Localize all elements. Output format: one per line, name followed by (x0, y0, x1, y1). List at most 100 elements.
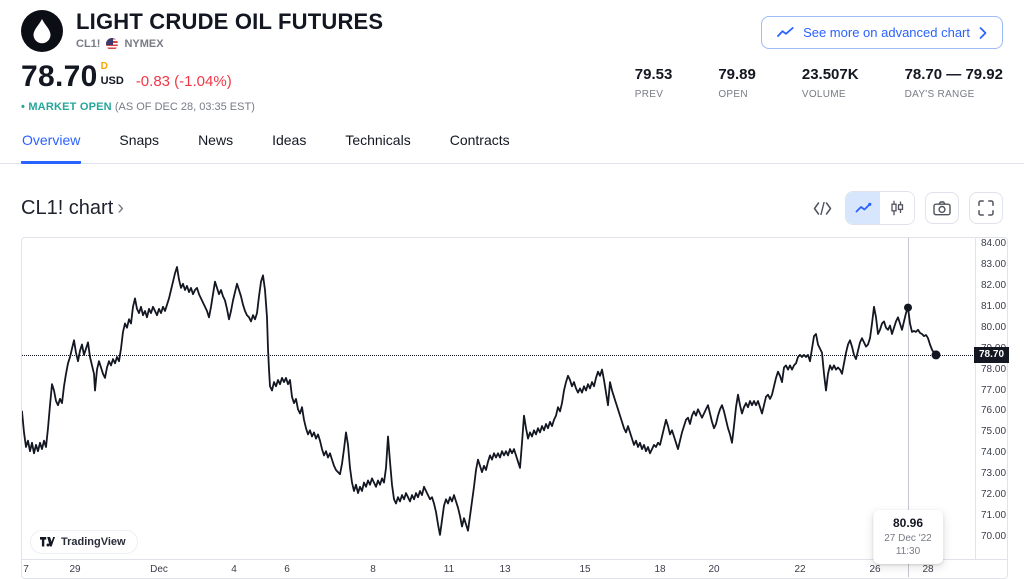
last-price: 78.70 (21, 60, 98, 93)
key-stats: 79.53 PREV 79.89 OPEN 23.507K VOLUME 78.… (635, 66, 1003, 113)
advanced-chart-label: See more on advanced chart (803, 25, 970, 40)
currency-label: USD (100, 75, 124, 87)
price-meta: D USD (101, 62, 124, 87)
y-axis-label: 73.00 (981, 468, 1007, 480)
x-axis-label: 15 (579, 564, 591, 575)
chevron-right-icon (979, 26, 987, 39)
stat-label: VOLUME (801, 89, 846, 100)
resolution-badge: D (100, 61, 108, 72)
x-axis-label: 22 (794, 564, 806, 575)
chart-style-toggle (845, 191, 915, 225)
tab-news[interactable]: News (198, 132, 234, 148)
y-axis-label: 84.00 (981, 238, 1007, 249)
tab-ideas[interactable]: Ideas (272, 132, 307, 148)
symbol-title-block: LIGHT CRUDE OIL FUTURES CL1! NYMEX (76, 9, 384, 51)
stat-open: 79.89 OPEN (718, 66, 756, 113)
snapshot-button[interactable] (925, 192, 959, 224)
stat-label: OPEN (718, 89, 748, 100)
tradingview-logo-icon (40, 537, 55, 547)
x-axis-label: 18 (654, 564, 666, 575)
x-axis-label: 13 (499, 564, 511, 575)
price-change: -0.83 (-1.04%) (135, 73, 232, 90)
symbol-code: CL1! (76, 38, 101, 51)
price-line: 78.70 D USD -0.83 (-1.04%) (21, 62, 255, 92)
tooltip-price: 80.96 (892, 516, 924, 530)
x-axis-label: 28 (922, 564, 934, 575)
tab-bar: Overview Snaps News Ideas Technicals Con… (0, 127, 1024, 164)
chart-title: CL1! chart (21, 196, 114, 219)
fullscreen-icon (978, 200, 994, 216)
tab-overview[interactable]: Overview (21, 127, 82, 164)
fullscreen-button[interactable] (969, 192, 1003, 224)
tab-contracts[interactable]: Contracts (449, 132, 510, 148)
stat-prev: 79.53 PREV (635, 66, 673, 113)
candlestick-icon (891, 200, 904, 216)
x-axis-label: 7 (23, 564, 29, 575)
y-axis-label: 76.00 (981, 405, 1007, 417)
stat-value: 79.53 (634, 66, 673, 83)
stat-label: DAY'S RANGE (904, 89, 975, 100)
y-axis-label: 74.00 (981, 447, 1007, 459)
y-axis-label: 81.00 (981, 300, 1007, 312)
line-chart-icon (777, 27, 794, 37)
chart-title-link[interactable]: CL1! chart › (21, 197, 124, 220)
tradingview-watermark[interactable]: TradingView (30, 530, 138, 554)
symbol-subtitle: CL1! NYMEX (76, 38, 383, 51)
x-axis-label: 20 (708, 564, 720, 575)
last-price-axis-badge: 78.70 (974, 346, 1009, 363)
tooltip-date: 27 Dec '22 (884, 533, 932, 544)
stat-volume: 23.507K VOLUME (802, 66, 859, 113)
stat-value: 79.89 (718, 66, 756, 83)
y-axis-label: 78.00 (981, 363, 1007, 375)
chart-heading-row: CL1! chart › (21, 191, 1003, 225)
embed-code-icon[interactable] (813, 201, 832, 215)
candles-style-button[interactable] (880, 192, 914, 224)
market-status-text: MARKET OPEN (28, 101, 112, 113)
price-axis[interactable]: 84.0083.0082.0081.0080.0079.0078.0077.00… (975, 238, 1007, 559)
advanced-chart-button[interactable]: See more on advanced chart (761, 16, 1003, 49)
tooltip-time: 11:30 (895, 546, 921, 557)
time-axis[interactable]: 7 29 Dec 4 6 8 11 13 15 18 20 22 26 28 (22, 559, 1007, 578)
y-axis-label: 72.00 (981, 489, 1007, 501)
x-axis-label: 6 (284, 564, 290, 575)
us-flag-icon (106, 38, 119, 51)
chevron-right-icon: › (117, 196, 124, 219)
line-style-button[interactable] (846, 192, 880, 224)
price-chart[interactable]: 84.0083.0082.0081.0080.0079.0078.0077.00… (21, 237, 1009, 579)
symbol-header: LIGHT CRUDE OIL FUTURES CL1! NYMEX See m… (21, 9, 1003, 52)
market-status-dot: • (21, 101, 29, 113)
y-axis-label: 80.00 (981, 321, 1007, 333)
y-axis-label: 83.00 (981, 258, 1007, 270)
stat-value: 23.507K (801, 66, 859, 83)
as-of-text: (AS OF DEC 28, 03:35 EST) (114, 101, 255, 113)
quote-row: 78.70 D USD -0.83 (-1.04%) • MARKET OPEN… (21, 62, 1003, 114)
y-axis-label: 71.00 (981, 510, 1007, 522)
price-line-plot (22, 266, 941, 536)
y-axis-label: 77.00 (981, 384, 1007, 396)
exchange-name: NYMEX (124, 38, 164, 51)
crosshair-tooltip: 80.96 27 Dec '22 11:30 (873, 510, 943, 564)
last-price-dotted-line (22, 354, 975, 356)
camera-icon (933, 200, 951, 215)
tab-technicals[interactable]: Technicals (345, 132, 411, 148)
chart-toolbar (813, 191, 1003, 225)
stat-value: 78.70 — 79.92 (904, 66, 1003, 83)
y-axis-label: 82.00 (981, 279, 1007, 291)
crosshair-point-marker (904, 303, 912, 312)
x-axis-label: 26 (869, 564, 881, 575)
stat-label: PREV (634, 89, 664, 100)
x-axis-label: Dec (150, 564, 168, 575)
oil-drop-icon (21, 10, 63, 52)
page-title: LIGHT CRUDE OIL FUTURES (76, 9, 384, 34)
stat-days-range: 78.70 — 79.92 DAY'S RANGE (905, 66, 1003, 113)
watermark-label: TradingView (61, 536, 126, 548)
last-price-marker (931, 350, 941, 360)
y-axis-label: 70.00 (981, 531, 1007, 542)
tab-snaps[interactable]: Snaps (119, 132, 160, 148)
x-axis-label: 4 (231, 564, 237, 575)
price-line-series (22, 266, 937, 536)
x-axis-label: 29 (69, 564, 81, 575)
x-axis-label: 11 (443, 564, 455, 575)
y-axis-label: 75.00 (981, 426, 1007, 438)
